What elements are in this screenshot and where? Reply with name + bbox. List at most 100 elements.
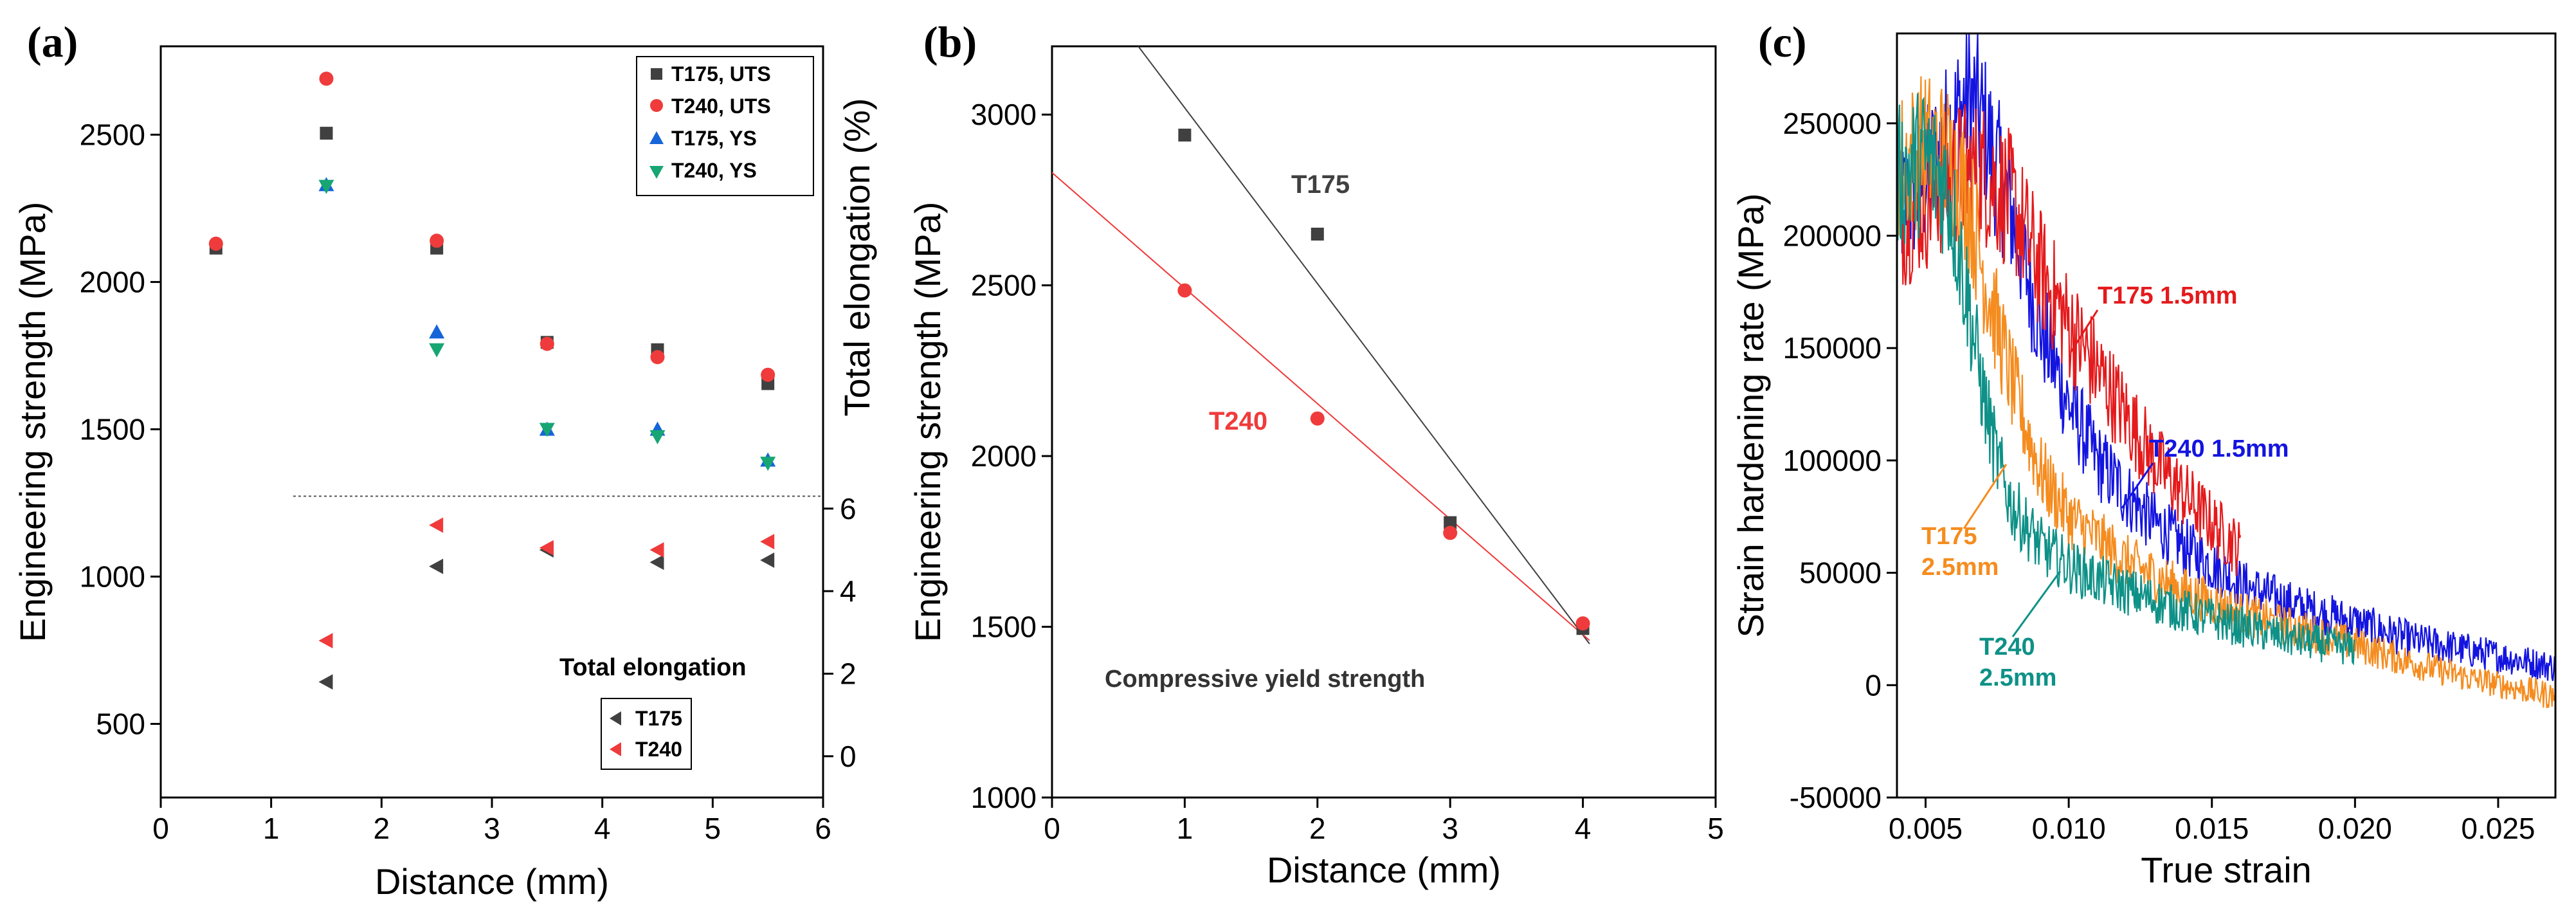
panel-b: (b) 0 1 2 3 4 5 1000 1500 2000 2500 3000 T175 T24… (907, 17, 1724, 890)
panel-b-x-tick-label: 5 (1707, 812, 1724, 845)
panel-c-x-ticks: 0.005 0.010 0.015 0.020 0.025 (1889, 798, 2535, 845)
panel-b-x-tick-label: 1 (1177, 812, 1193, 845)
panel-a-elongation-legend: T175 T240 (601, 698, 692, 770)
data-point-t175 (1311, 228, 1324, 241)
curve-t240-2-5mm (1896, 93, 2355, 666)
legend-entry-t240-uts: T240, UTS (650, 95, 771, 118)
panel-a-y2-tick-label: 4 (840, 574, 857, 608)
panel-c-y-tick-label: 200000 (1783, 219, 1882, 252)
legend-entry-t175-elongation: T175 (610, 707, 682, 730)
panel-c-plot-frame (1896, 32, 2557, 799)
elongation-legend-title: Total elongation (559, 654, 747, 681)
panel-b-label-t240: T240 (1209, 407, 1267, 435)
legend-label: T175 (635, 707, 682, 730)
label-t175-1-5mm: T175 1.5mm (2098, 282, 2238, 309)
legend-entry-t240-ys: T240, YS (649, 159, 757, 182)
data-point-t240-ys (429, 343, 445, 358)
arrow-t240-1-5mm (2121, 462, 2154, 509)
data-point-t175-ys (429, 324, 445, 339)
panel-a-x-tick-label: 4 (594, 812, 611, 845)
panel-b-label: (b) (923, 17, 977, 66)
panel-b-x-ticks: 0 1 2 3 4 5 (1044, 798, 1724, 845)
panel-b-x-tick-label: 4 (1575, 812, 1592, 845)
panel-c-y-tick-label: 50000 (1799, 556, 1882, 590)
panel-a-y-tick-label: 2500 (80, 118, 145, 151)
legend-label: T240, UTS (671, 95, 771, 118)
data-point-t240-ys (318, 179, 334, 194)
elongation-point-t240 (539, 540, 554, 556)
panel-b-annotation: Compressive yield strength (1105, 666, 1425, 693)
elongation-legend-box (601, 698, 692, 770)
data-point-t240-ys (649, 430, 666, 444)
elongation-point-t175 (318, 674, 333, 690)
panel-c-x-tick-label: 0.020 (2318, 812, 2392, 845)
panel-a-x-tick-label: 5 (705, 812, 721, 845)
data-point-t240-ys (539, 423, 555, 437)
panel-a-y-tick-label: 1000 (80, 560, 145, 593)
label-t175-2-5mm-line1: T175 (1921, 523, 1977, 550)
panel-c-label: (c) (1758, 17, 1806, 66)
panel-b-y-tick-label: 2000 (971, 439, 1037, 473)
legend-marker-triangle-down (649, 166, 664, 179)
panel-c-y-ticks: -50000 0 50000 100000 150000 200000 250000 (1783, 107, 1897, 814)
data-point-t175-uts (320, 127, 333, 140)
legend-entry-t175-ys: T175, YS (649, 127, 757, 150)
panel-c-x-tick-label: 0.005 (1889, 812, 1963, 845)
panel-a-y-ticks: 500 1000 1500 2000 2500 (80, 118, 161, 740)
panel-b-x-tick-label: 3 (1442, 812, 1458, 845)
legend-label: T175, UTS (671, 62, 771, 86)
data-point-t240-uts (650, 350, 665, 365)
legend-entry-t175-uts: T175, UTS (651, 62, 771, 86)
panel-a-y-tick-label: 2000 (80, 265, 145, 298)
data-point-t240 (1443, 525, 1458, 540)
panel-b-x-axis-title: Distance (mm) (1267, 850, 1501, 890)
panel-a-y2-tick-label: 6 (840, 492, 857, 525)
panel-c-x-axis-title: True strain (2141, 850, 2312, 890)
panel-a-y2-tick-label: 0 (840, 740, 857, 773)
panel-a-x-tick-label: 0 (152, 812, 169, 845)
panel-a-y2-axis-title: Total elongation (%) (837, 98, 877, 417)
panel-b-y-tick-label: 2500 (971, 269, 1037, 302)
legend-label: T240, YS (671, 159, 757, 182)
panel-b-y-tick-label: 1500 (971, 610, 1037, 644)
legend-marker-triangle-left (610, 742, 621, 756)
panel-c: (c) 0.005 0.010 0.015 0.020 0.025 -50000 0 500… (1730, 17, 2557, 890)
panel-a-x-tick-label: 2 (374, 812, 390, 845)
arrow-t175-1-5mm (2069, 309, 2099, 353)
panel-a-y-tick-label: 500 (96, 707, 145, 740)
legend-label: T175, YS (671, 127, 757, 150)
arrow-t240-2-5mm (2011, 570, 2062, 637)
elongation-point-t240 (760, 534, 775, 550)
panel-a-legend: T175, UTS T240, UTS T175, YS T240, YS (636, 56, 814, 196)
data-point-t240-ys (760, 457, 776, 471)
legend-marker-square (651, 68, 662, 80)
data-point-t175 (1178, 129, 1192, 142)
elongation-point-t175 (649, 554, 664, 570)
fit-line-t175 (1138, 46, 1590, 644)
panel-b-x-tick-label: 0 (1044, 812, 1060, 845)
panel-c-y-tick-label: 250000 (1783, 107, 1882, 140)
label-t175-2-5mm-line2: 2.5mm (1921, 554, 1999, 581)
panel-b-y-axis-title: Engineering strength (MPa) (907, 202, 948, 643)
data-point-t240-uts (540, 336, 554, 351)
arrow-t175-2-5mm (1963, 464, 2008, 529)
panel-c-x-tick-label: 0.015 (2175, 812, 2249, 845)
label-t240-2-5mm-line1: T240 (1979, 634, 2035, 661)
panel-a-x-tick-label: 6 (815, 812, 831, 845)
panel-b-plot-frame (1051, 45, 1717, 799)
panel-a-legend-box (636, 56, 814, 196)
label-t240-1-5mm: T240 1.5mm (2149, 435, 2289, 462)
elongation-point-t240 (429, 517, 444, 533)
legend-entry-t240-elongation: T240 (610, 738, 682, 761)
data-point-t240-uts (208, 236, 223, 251)
label-t240-2-5mm-line2: 2.5mm (1979, 664, 2056, 691)
panel-b-y-tick-label: 1000 (971, 781, 1037, 814)
panel-c-y-tick-label: 100000 (1783, 444, 1882, 477)
elongation-point-t240 (649, 542, 664, 558)
panel-a-label: (a) (27, 17, 78, 66)
legend-marker-triangle-left (610, 711, 621, 725)
panel-b-fit-lines (1051, 46, 1590, 644)
data-point-t175 (1444, 516, 1457, 529)
curve-t240-1-5mm (1896, 33, 2557, 681)
